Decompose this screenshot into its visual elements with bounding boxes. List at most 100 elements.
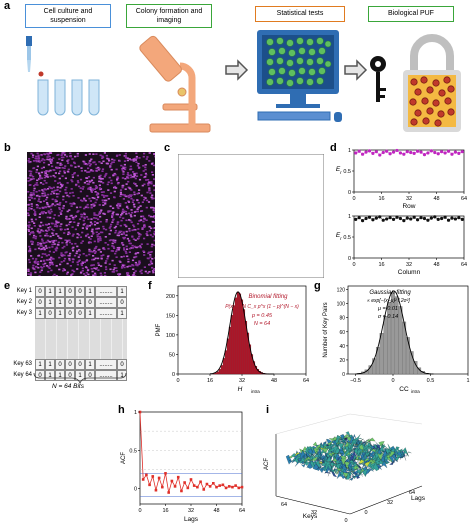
table-row: Key 3 1 0 1 0 0 1........ 1 bbox=[10, 308, 132, 319]
data-point bbox=[145, 473, 148, 477]
x-axis-sub: intra bbox=[411, 389, 420, 394]
histogram-bar bbox=[218, 369, 222, 375]
data-point bbox=[148, 483, 151, 487]
data-point bbox=[164, 472, 167, 475]
fit-formula: P(x) = ^N C_x p^x (1 − p)^(N − x) bbox=[225, 304, 299, 310]
table-gap bbox=[10, 319, 132, 359]
hamming-histogram: 0 50 100 150 200 0 16 32 48 64 PMF H intra Binomial f… bbox=[156, 285, 309, 394]
panel-label-f: f bbox=[148, 280, 152, 292]
data-point bbox=[186, 486, 190, 490]
panel-label-i: i bbox=[266, 404, 270, 416]
histogram-bar bbox=[224, 350, 228, 375]
data-point bbox=[183, 481, 186, 484]
test-tubes-icon bbox=[37, 79, 100, 116]
data-point-column bbox=[460, 217, 464, 221]
histogram-bar bbox=[226, 338, 230, 375]
acf-line-chart: 0 0.5 1 0 16 32 48 64 ACF Lags bbox=[121, 410, 245, 523]
x-tick-label: 48 bbox=[271, 378, 277, 384]
data-point-row bbox=[388, 152, 392, 156]
table-row: Key 2 0 1 1 0 1 0........ 0 bbox=[10, 297, 132, 308]
x-tick-label-row: 16 bbox=[378, 196, 384, 202]
table-ellipsis-block bbox=[35, 319, 127, 359]
y-tick-label: 1 bbox=[134, 410, 137, 416]
data-point-column bbox=[446, 218, 451, 222]
x-tick-label: 64 bbox=[239, 508, 245, 514]
data-point-column bbox=[415, 218, 420, 222]
y-tick-label-row: 0 bbox=[348, 190, 351, 196]
bit-cell: 0 bbox=[65, 359, 75, 370]
x-tick-label-row: 48 bbox=[433, 196, 439, 202]
data-point-column bbox=[440, 216, 444, 221]
data-point-row bbox=[374, 150, 378, 154]
x-tick-label: 32 bbox=[239, 378, 245, 384]
fit-curve bbox=[355, 290, 434, 375]
bit-cell: 1 bbox=[45, 370, 55, 381]
bit-cell: 0 bbox=[75, 359, 85, 370]
step-label-colony-formation: Colony formation and imaging bbox=[135, 8, 203, 24]
y-axis-label-row: E bbox=[336, 166, 341, 173]
data-point-column bbox=[450, 216, 454, 220]
data-point bbox=[180, 489, 183, 493]
step-box-statistical-tests: Statistical tests bbox=[255, 6, 345, 22]
y-tick-label-column: 0.5 bbox=[343, 235, 351, 241]
ellipsis-cell: ........ bbox=[95, 359, 117, 370]
data-point bbox=[161, 485, 164, 489]
data-point bbox=[215, 485, 218, 489]
y-tick-label: 60 bbox=[339, 330, 345, 336]
fit-formula: ∝ exp[−(x−μ)² / 2σ²] bbox=[366, 298, 410, 304]
arrow-icon bbox=[225, 59, 368, 81]
key-label: Key 63 bbox=[13, 361, 32, 367]
computer-icon bbox=[257, 30, 342, 122]
data-point bbox=[141, 478, 145, 481]
lock-icon bbox=[403, 34, 461, 132]
fit-curve bbox=[209, 291, 274, 375]
histogram-bar bbox=[242, 309, 246, 375]
x-axis-label: Keys bbox=[303, 513, 318, 520]
binary-frame bbox=[178, 154, 324, 278]
x-axis-sub: intra bbox=[251, 389, 260, 394]
y-tick-label: 32 bbox=[387, 500, 393, 506]
x-tick-label: 64 bbox=[281, 502, 287, 508]
data-point-row bbox=[433, 150, 437, 155]
bit-cell: 0 bbox=[117, 297, 127, 308]
data-point-column bbox=[354, 217, 358, 221]
data-point-row bbox=[415, 149, 420, 153]
data-point-row bbox=[360, 152, 365, 156]
panel-a-illustrations bbox=[26, 30, 461, 133]
bit-cell: 0 bbox=[85, 370, 95, 381]
histogram-bar bbox=[240, 299, 244, 375]
data-point-row bbox=[354, 151, 358, 155]
data-point bbox=[227, 485, 231, 488]
bit-cell: 0 bbox=[35, 297, 45, 308]
bit-cell: 0 bbox=[85, 297, 95, 308]
key-label: Key 64 bbox=[13, 372, 32, 378]
bit-cell: 1 bbox=[75, 297, 85, 308]
histogram-bar bbox=[379, 333, 384, 375]
data-point-column bbox=[409, 217, 413, 221]
data-point-column bbox=[374, 216, 378, 220]
y-tick-label: 80 bbox=[339, 316, 345, 322]
data-point-column bbox=[371, 218, 375, 222]
bit-cell: 0 bbox=[65, 370, 75, 381]
y-tick-label: 0 bbox=[364, 510, 367, 516]
step-label-cell-culture: Cell culture and suspension bbox=[43, 8, 93, 24]
panel-label-b: b bbox=[4, 142, 11, 154]
y-tick-label: 150 bbox=[166, 313, 175, 319]
bit-cell: 1 bbox=[75, 370, 85, 381]
data-point bbox=[218, 484, 221, 487]
colony-image bbox=[27, 152, 155, 276]
y-tick-label: 64 bbox=[409, 490, 415, 496]
x-axis-line bbox=[275, 495, 351, 515]
back-frame bbox=[275, 413, 351, 435]
bit-cell: 1 bbox=[35, 359, 45, 370]
binary-image bbox=[178, 154, 324, 278]
data-point-column bbox=[385, 217, 389, 221]
bit-cell: 1 bbox=[45, 286, 55, 297]
key-icon bbox=[370, 56, 386, 102]
x-tick-label: 32 bbox=[311, 510, 317, 516]
data-point-row bbox=[440, 150, 444, 154]
step-box-cell-culture: Cell culture and suspension bbox=[25, 4, 111, 28]
y-tick-label: 50 bbox=[169, 352, 175, 358]
y-axis-label: PMF bbox=[156, 323, 162, 336]
table-brace bbox=[33, 372, 127, 384]
